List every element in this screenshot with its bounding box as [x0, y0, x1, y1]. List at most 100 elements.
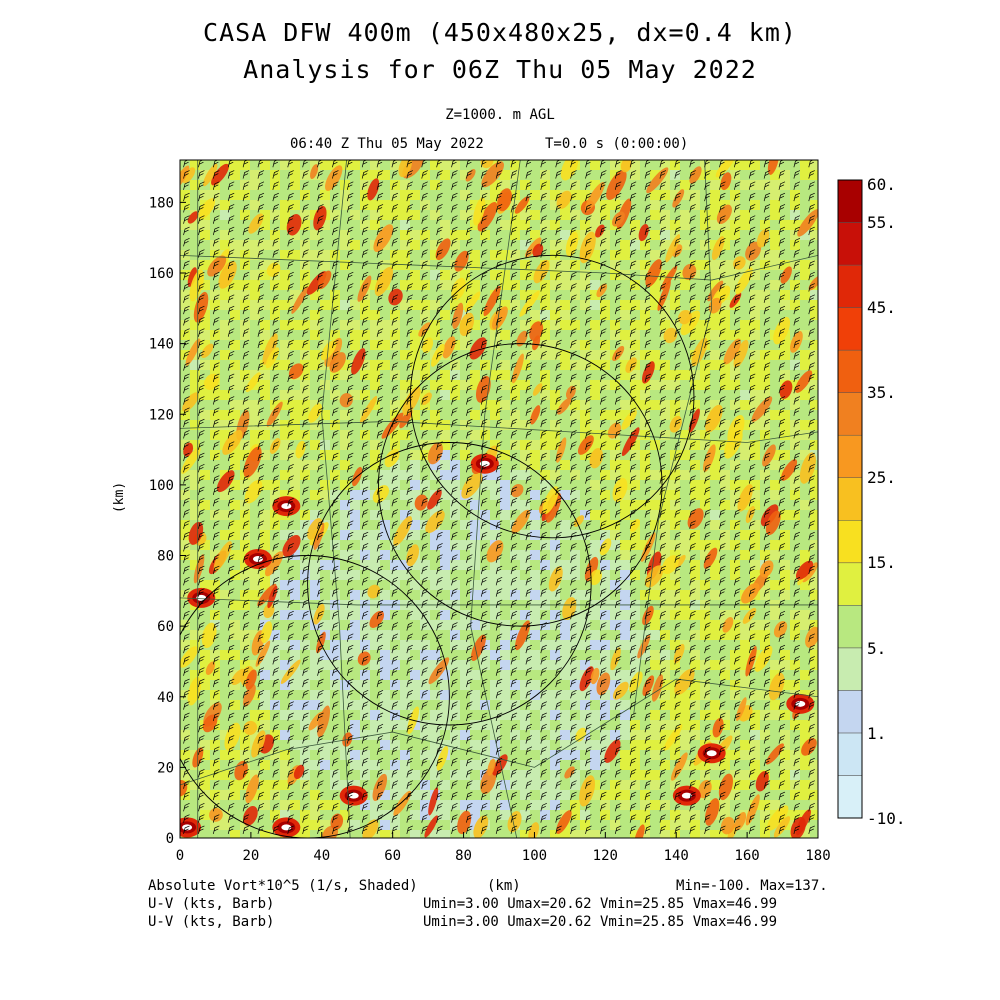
field-cell: [350, 400, 361, 411]
field-cell: [400, 620, 411, 631]
field-cell: [300, 720, 311, 731]
field-cell: [450, 390, 461, 401]
field-cell: [260, 530, 271, 541]
field-cell: [540, 400, 551, 411]
field-cell: [420, 650, 431, 661]
field-cell: [680, 710, 691, 721]
field-cell: [340, 700, 351, 711]
field-cell: [600, 190, 611, 201]
field-cell: [480, 290, 491, 301]
field-cell: [700, 410, 711, 421]
vorticity-streak: [530, 405, 541, 425]
field-cell: [310, 820, 321, 831]
field-cell: [640, 720, 651, 731]
field-cell: [370, 660, 381, 671]
field-cell: [710, 380, 721, 391]
field-cell: [500, 170, 511, 181]
field-cell: [390, 340, 401, 351]
field-cell: [540, 240, 551, 251]
field-cell: [700, 490, 711, 501]
field-cell: [780, 550, 791, 561]
field-cell: [340, 240, 351, 251]
wind-barb: [510, 803, 518, 812]
wind-barb: [317, 803, 324, 812]
field-cell: [810, 680, 818, 691]
vorticity-streak: [621, 409, 637, 430]
field-cell: [280, 350, 291, 361]
wind-barb: [183, 780, 190, 789]
field-cell: [640, 380, 651, 391]
field-cell: [800, 530, 811, 541]
field-cell: [310, 430, 321, 441]
field-cell: [460, 650, 471, 661]
field-cell: [230, 540, 241, 551]
field-cell: [220, 530, 231, 541]
field-cell: [700, 540, 711, 551]
field-cell: [500, 270, 511, 281]
field-cell: [790, 510, 801, 521]
field-cell: [600, 480, 611, 491]
field-cell: [750, 790, 761, 801]
field-cell: [330, 460, 341, 471]
field-cell: [770, 620, 781, 631]
field-cell: [250, 270, 261, 281]
field-cell: [500, 470, 511, 481]
field-cell: [470, 740, 481, 751]
field-cell: [460, 300, 471, 311]
field-cell: [730, 380, 741, 391]
field-cell: [560, 650, 571, 661]
field-cell: [440, 230, 451, 241]
wind-barb: [317, 825, 324, 835]
field-cell: [310, 570, 321, 581]
wind-barb: [198, 769, 205, 778]
wind-barb: [540, 757, 547, 767]
field-cell: [200, 340, 211, 351]
field-cell: [560, 220, 571, 231]
field-cell: [730, 730, 741, 741]
field-cell: [250, 630, 261, 641]
field-cell: [400, 720, 411, 731]
field-cell: [330, 560, 341, 571]
field-cell: [810, 410, 818, 421]
field-cell: [630, 310, 641, 321]
field-cell: [510, 220, 521, 231]
field-cell: [690, 740, 701, 751]
wind-barb: [614, 803, 622, 812]
field-cell: [780, 480, 791, 491]
field-cell: [270, 480, 281, 491]
field-cell: [580, 380, 591, 391]
field-cell: [520, 370, 531, 381]
field-cell: [450, 640, 461, 651]
field-cell: [760, 240, 771, 251]
field-cell: [590, 750, 601, 761]
field-cell: [450, 520, 461, 531]
vorticity-streak: [464, 291, 481, 313]
field-cell: [730, 400, 741, 411]
field-cell: [460, 240, 471, 251]
field-cell: [530, 790, 541, 801]
field-cell: [550, 660, 561, 671]
field-cell: [570, 730, 581, 741]
vorticity-streak: [308, 403, 322, 423]
field-cell: [300, 710, 311, 721]
field-cell: [260, 800, 271, 811]
field-cell: [260, 250, 271, 261]
field-cell: [500, 670, 511, 681]
wind-barb: [227, 791, 235, 801]
field-cell: [520, 610, 531, 621]
field-cell: [600, 780, 611, 791]
field-cell: [460, 590, 471, 601]
field-cell: [500, 330, 511, 341]
field-cell: [430, 270, 441, 281]
field-cell: [530, 650, 541, 661]
wind-barb: [421, 757, 428, 767]
field-cell: [260, 680, 271, 691]
field-cell: [270, 180, 281, 191]
field-cell: [500, 740, 511, 751]
field-cell: [460, 430, 471, 441]
field-cell: [350, 500, 361, 511]
field-cell: [270, 320, 281, 331]
field-cell: [340, 410, 351, 421]
field-cell: [350, 530, 361, 541]
field-cell: [670, 230, 681, 241]
